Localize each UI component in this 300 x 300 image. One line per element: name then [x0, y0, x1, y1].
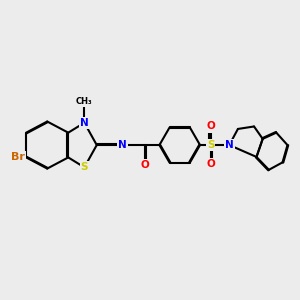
Text: CH₃: CH₃	[76, 97, 93, 106]
Text: N: N	[118, 140, 127, 150]
Text: O: O	[206, 159, 215, 169]
Text: O: O	[206, 122, 215, 131]
Text: N: N	[225, 140, 234, 150]
Text: O: O	[141, 160, 149, 170]
Text: S: S	[207, 140, 214, 150]
Text: Br: Br	[11, 152, 24, 162]
Text: N: N	[80, 118, 89, 128]
Text: S: S	[81, 162, 88, 172]
